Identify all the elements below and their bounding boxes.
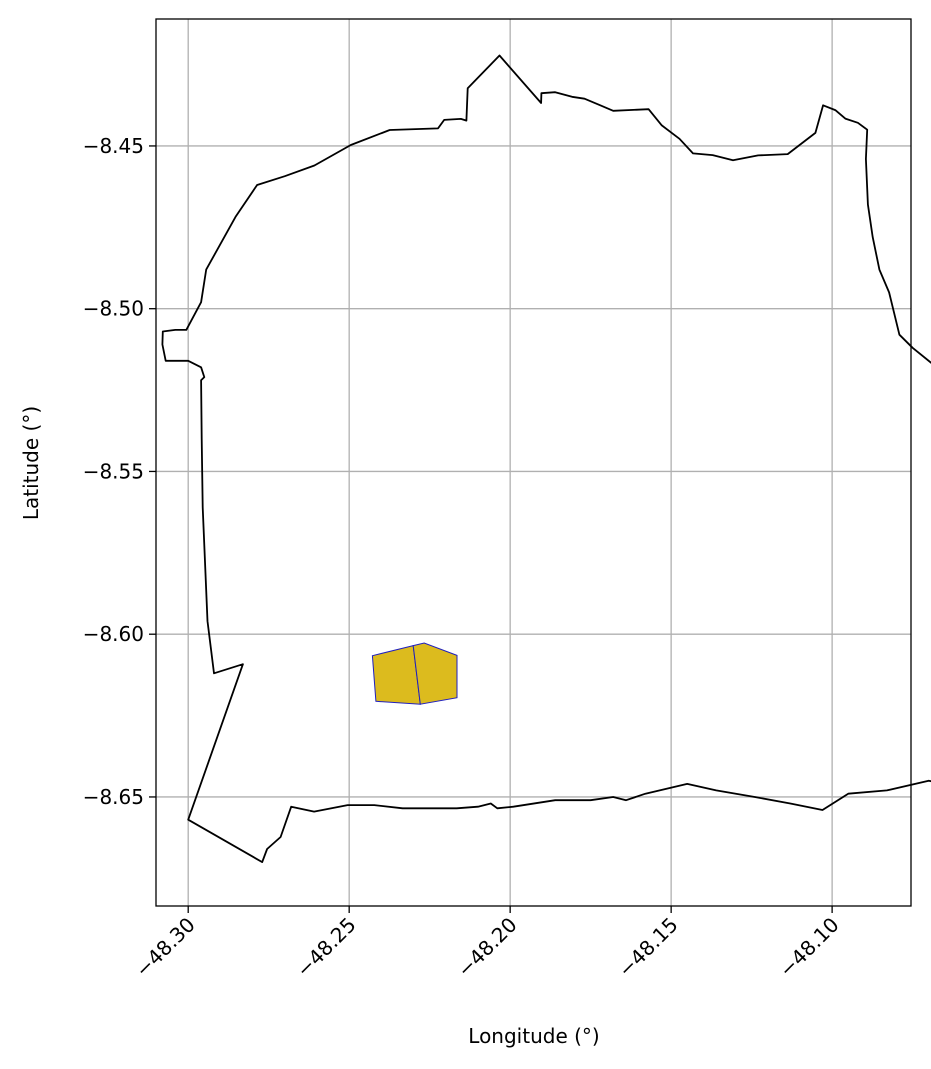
y-tick-label: −8.60: [83, 622, 144, 646]
y-axis: −8.45 −8.50 −8.55 −8.60 −8.65: [83, 134, 156, 809]
x-tick-label: −48.20: [452, 913, 521, 982]
grid-lines: [156, 19, 911, 906]
polygon-left: [372, 646, 420, 705]
polygon-right: [413, 643, 457, 704]
y-tick-label: −8.65: [83, 785, 144, 809]
x-tick-label: −48.25: [291, 913, 360, 982]
x-tick-label: −48.15: [613, 913, 682, 982]
municipality-boundary: [162, 56, 931, 863]
plot-frame: [156, 19, 911, 906]
y-tick-label: −8.50: [83, 297, 144, 321]
x-axis-label: Longitude (°): [468, 1024, 599, 1048]
x-tick-label: −48.10: [774, 913, 843, 982]
x-axis: −48.30 −48.25 −48.20 −48.15 −48.10: [130, 906, 843, 982]
map-layer: [162, 56, 931, 863]
y-tick-label: −8.55: [83, 459, 144, 483]
y-axis-label: Latitude (°): [19, 406, 43, 520]
x-tick-label: −48.30: [130, 913, 199, 982]
y-tick-label: −8.45: [83, 134, 144, 158]
